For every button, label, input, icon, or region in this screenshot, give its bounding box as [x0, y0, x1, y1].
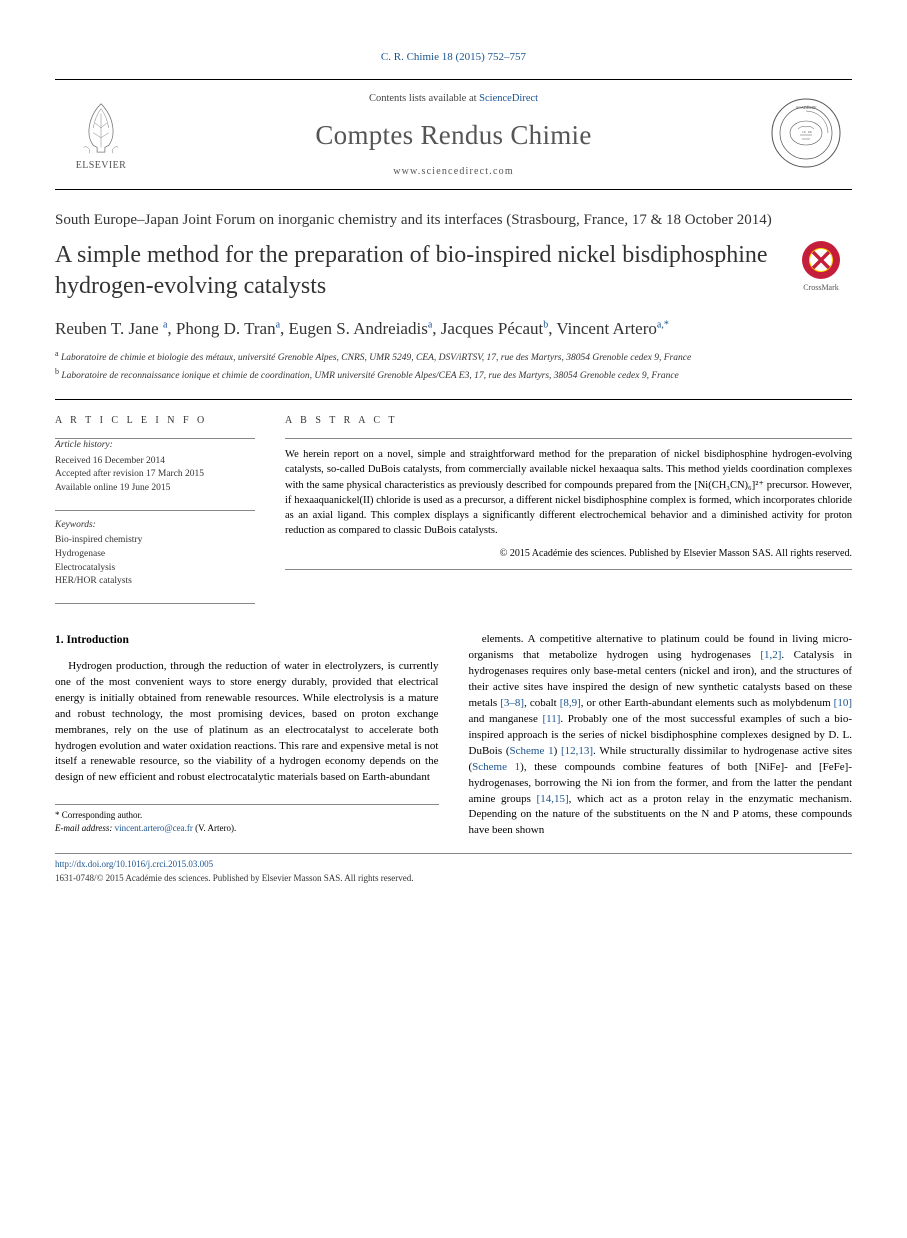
keywords-text: Bio-inspired chemistryHydrogenaseElectro…: [55, 534, 255, 589]
citation-line: C. R. Chimie 18 (2015) 752–757: [55, 50, 852, 65]
issn-copyright: 1631-0748/© 2015 Académie des sciences. …: [55, 873, 414, 883]
history-text: Received 16 December 2014Accepted after …: [55, 455, 255, 496]
abstract-column: A B S T R A C T We herein report on a no…: [285, 406, 852, 604]
crossmark-icon: [801, 240, 841, 280]
elsevier-label: ELSEVIER: [76, 159, 126, 173]
svg-text:66: 66: [808, 130, 812, 134]
footer-block: http://dx.doi.org/10.1016/j.crci.2015.03…: [55, 858, 852, 885]
crossmark-badge[interactable]: CrossMark: [790, 240, 852, 293]
abstract-copyright: © 2015 Académie des sciences. Published …: [285, 547, 852, 561]
body-column-right: elements. A competitive alternative to p…: [469, 632, 853, 839]
journal-name: Comptes Rendus Chimie: [137, 117, 770, 155]
footnote-label: Corresponding author.: [62, 810, 143, 820]
footnote-marker: *: [55, 810, 60, 820]
academie-seal: ACADÉMIE 16 66: [770, 97, 842, 174]
ref-12-13[interactable]: [12,13]: [561, 745, 593, 757]
seal-icon: ACADÉMIE 16 66: [770, 97, 842, 169]
journal-url[interactable]: www.sciencedirect.com: [137, 165, 770, 179]
scheme-1-link-a[interactable]: Scheme 1: [510, 745, 554, 757]
affiliations: a Laboratoire de chimie et biologie des …: [55, 348, 852, 383]
scheme-1-link-b[interactable]: Scheme 1: [472, 761, 520, 773]
authors-line: Reuben T. Jane a, Phong D. Trana, Eugen …: [55, 317, 852, 341]
article-info-column: A R T I C L E I N F O Article history: R…: [55, 406, 255, 604]
sciencedirect-link[interactable]: ScienceDirect: [479, 93, 538, 104]
forum-subtitle: South Europe–Japan Joint Forum on inorga…: [55, 210, 852, 230]
contents-prefix: Contents lists available at: [369, 93, 479, 104]
elsevier-tree-icon: [72, 99, 130, 157]
email-suffix: (V. Artero).: [195, 823, 236, 833]
abstract-heading: A B S T R A C T: [285, 414, 852, 428]
ref-8-9[interactable]: [8,9]: [560, 697, 581, 709]
elsevier-logo: ELSEVIER: [65, 99, 137, 173]
abstract-rule-2: [285, 569, 852, 570]
journal-header: ELSEVIER Contents lists available at Sci…: [55, 80, 852, 189]
article-info-heading: A R T I C L E I N F O: [55, 414, 255, 428]
abstract-rule-1: [285, 438, 852, 439]
email-label: E-mail address:: [55, 823, 112, 833]
corresponding-email[interactable]: vincent.artero@cea.fr: [115, 823, 193, 833]
ref-1-2[interactable]: [1,2]: [760, 649, 781, 661]
info-rule-2: [55, 510, 255, 511]
ref-11[interactable]: [11]: [542, 713, 560, 725]
corresponding-author-footnote: * Corresponding author. E-mail address: …: [55, 804, 439, 834]
abstract-text: We herein report on a novel, simple and …: [285, 447, 852, 538]
info-rule-3: [55, 603, 255, 604]
keywords-label: Keywords:: [55, 519, 255, 532]
history-label: Article history:: [55, 439, 255, 452]
ref-14-15[interactable]: [14,15]: [537, 793, 569, 805]
body-para-1: Hydrogen production, through the reducti…: [55, 659, 439, 787]
body-column-left: 1. Introduction Hydrogen production, thr…: [55, 632, 439, 839]
crossmark-label: CrossMark: [803, 282, 839, 293]
body-para-2: elements. A competitive alternative to p…: [469, 632, 853, 839]
footer-rule: [55, 853, 852, 854]
svg-text:16: 16: [802, 130, 806, 134]
doi-link[interactable]: http://dx.doi.org/10.1016/j.crci.2015.03…: [55, 859, 213, 869]
ref-10[interactable]: [10]: [834, 697, 852, 709]
ref-3-8[interactable]: [3–8]: [500, 697, 524, 709]
section-1-heading: 1. Introduction: [55, 632, 439, 649]
svg-text:ACADÉMIE: ACADÉMIE: [795, 105, 817, 110]
contents-available-line: Contents lists available at ScienceDirec…: [137, 92, 770, 107]
article-title: A simple method for the preparation of b…: [55, 240, 770, 302]
info-top-rule: [55, 399, 852, 400]
